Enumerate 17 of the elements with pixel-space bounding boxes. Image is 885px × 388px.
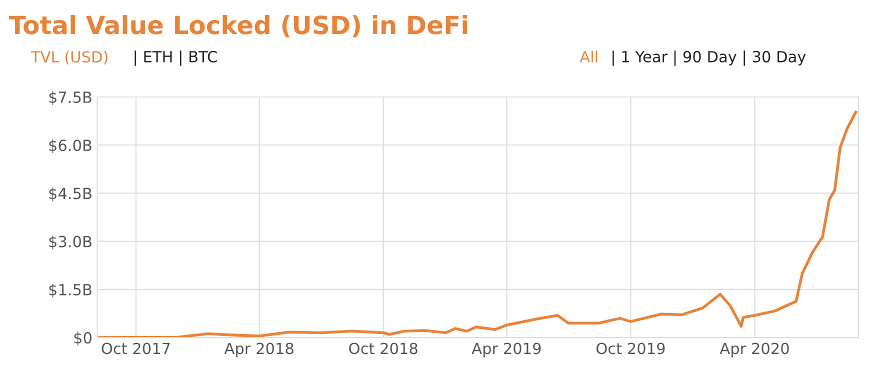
y-tick-label: $1.5B xyxy=(49,284,92,298)
text: | ETH | BTC xyxy=(134,50,217,66)
x-tick-label: Apr 2019 xyxy=(472,342,541,358)
text: All xyxy=(580,50,598,62)
text: TVL (USD) xyxy=(30,50,108,64)
y-tick-label: $0 xyxy=(74,332,92,346)
chart-title: Total Value Locked (USD) in DeFi xyxy=(8,15,468,38)
x-tick-label: Oct 2018 xyxy=(349,342,418,354)
x-tick-label: Oct 2017 xyxy=(102,342,170,354)
x-tick-label: Apr 2018 xyxy=(224,342,294,358)
x-tick-label: Apr 2020 xyxy=(720,342,789,358)
y-tick-label: $3.0B xyxy=(49,236,92,250)
y-tick-label: $4.5B xyxy=(49,187,92,202)
text: | 1 Year | 90 Day | 30 Day xyxy=(612,50,806,66)
y-tick-label: $7.5B xyxy=(49,91,92,106)
x-tick-label: Oct 2019 xyxy=(596,342,665,354)
y-tick-label: $6.0B xyxy=(49,139,92,154)
